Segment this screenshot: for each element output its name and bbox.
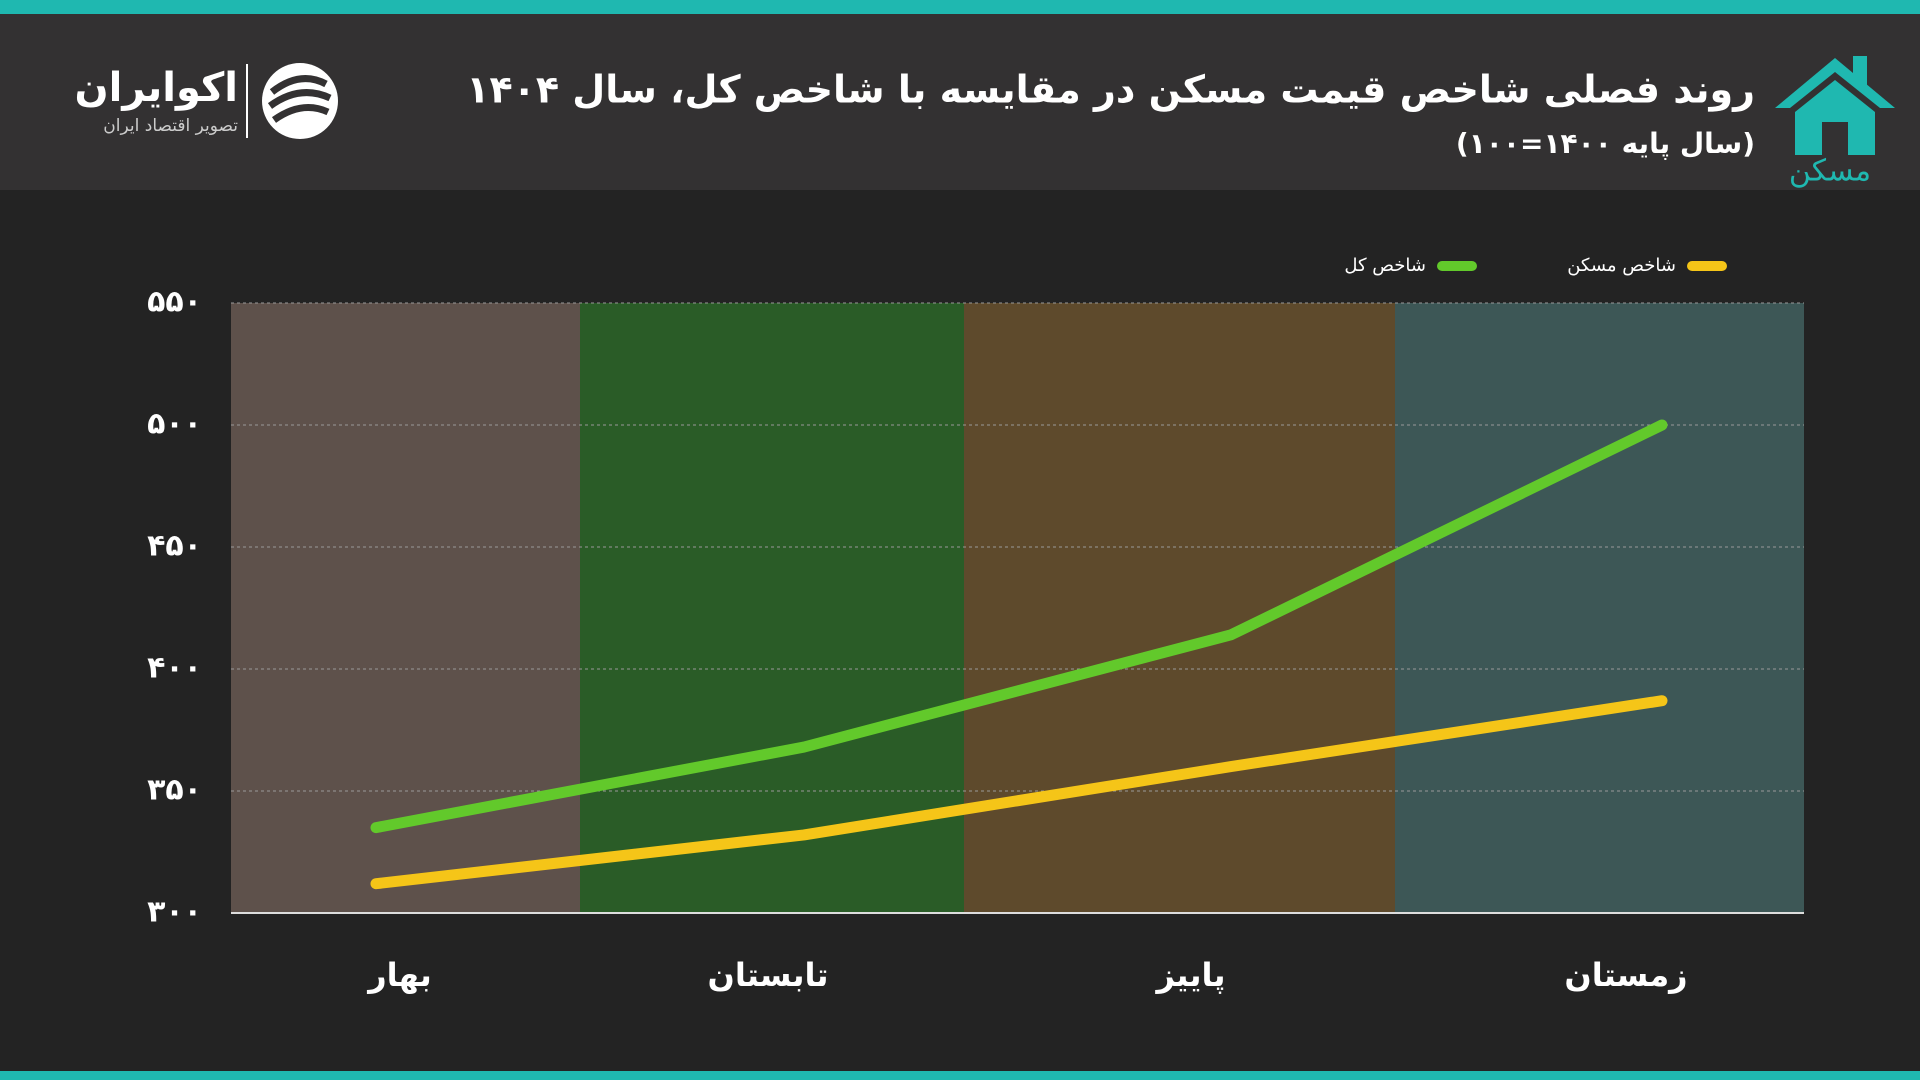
plot: بهار تابستان پاییز زمستان ۳۰۰ ۳۵۰ ۴۰۰ ۴۵۰ ۵۰۰ ۵۵۰…: [147, 255, 1804, 994]
season-band: [1395, 303, 1804, 913]
season-band: [231, 303, 580, 913]
legend-label: شاخص کل: [1344, 255, 1426, 276]
y-tick-label: ۴۰۰: [147, 651, 202, 686]
y-tick-label: ۳۰۰: [147, 895, 202, 930]
chart-title: روند فصلی شاخص قیمت مسکن در مقایسه با شا…: [466, 68, 1755, 113]
legend-label: شاخص مسکن: [1567, 255, 1676, 276]
top-strip: [0, 0, 1920, 14]
chart-subtitle: (سال پایه ۱۴۰۰=۱۰۰): [1456, 127, 1755, 160]
series-line: [370, 695, 1668, 890]
x-tick-label: بهار: [366, 956, 432, 994]
section-label: مسکن: [1789, 154, 1871, 189]
brand-name: اکوایران: [74, 65, 238, 111]
bottom-strip: [0, 1071, 1920, 1080]
brand-logo: [246, 63, 338, 139]
x-tick-label: پاییز: [1154, 956, 1225, 994]
x-tick-label: تابستان: [708, 956, 829, 994]
season-band: [964, 303, 1395, 913]
y-tick-label: ۵۵۰: [147, 285, 202, 320]
season-band: [580, 303, 964, 913]
brand-slogan: تصویر اقتصاد ایران: [103, 116, 238, 136]
house-icon: [1775, 56, 1895, 155]
y-tick-label: ۳۵۰: [147, 773, 202, 808]
series-line: [370, 419, 1668, 834]
y-tick-label: ۴۵۰: [147, 529, 202, 564]
y-tick-label: ۵۰۰: [147, 407, 202, 442]
x-tick-label: زمستان: [1564, 956, 1687, 994]
